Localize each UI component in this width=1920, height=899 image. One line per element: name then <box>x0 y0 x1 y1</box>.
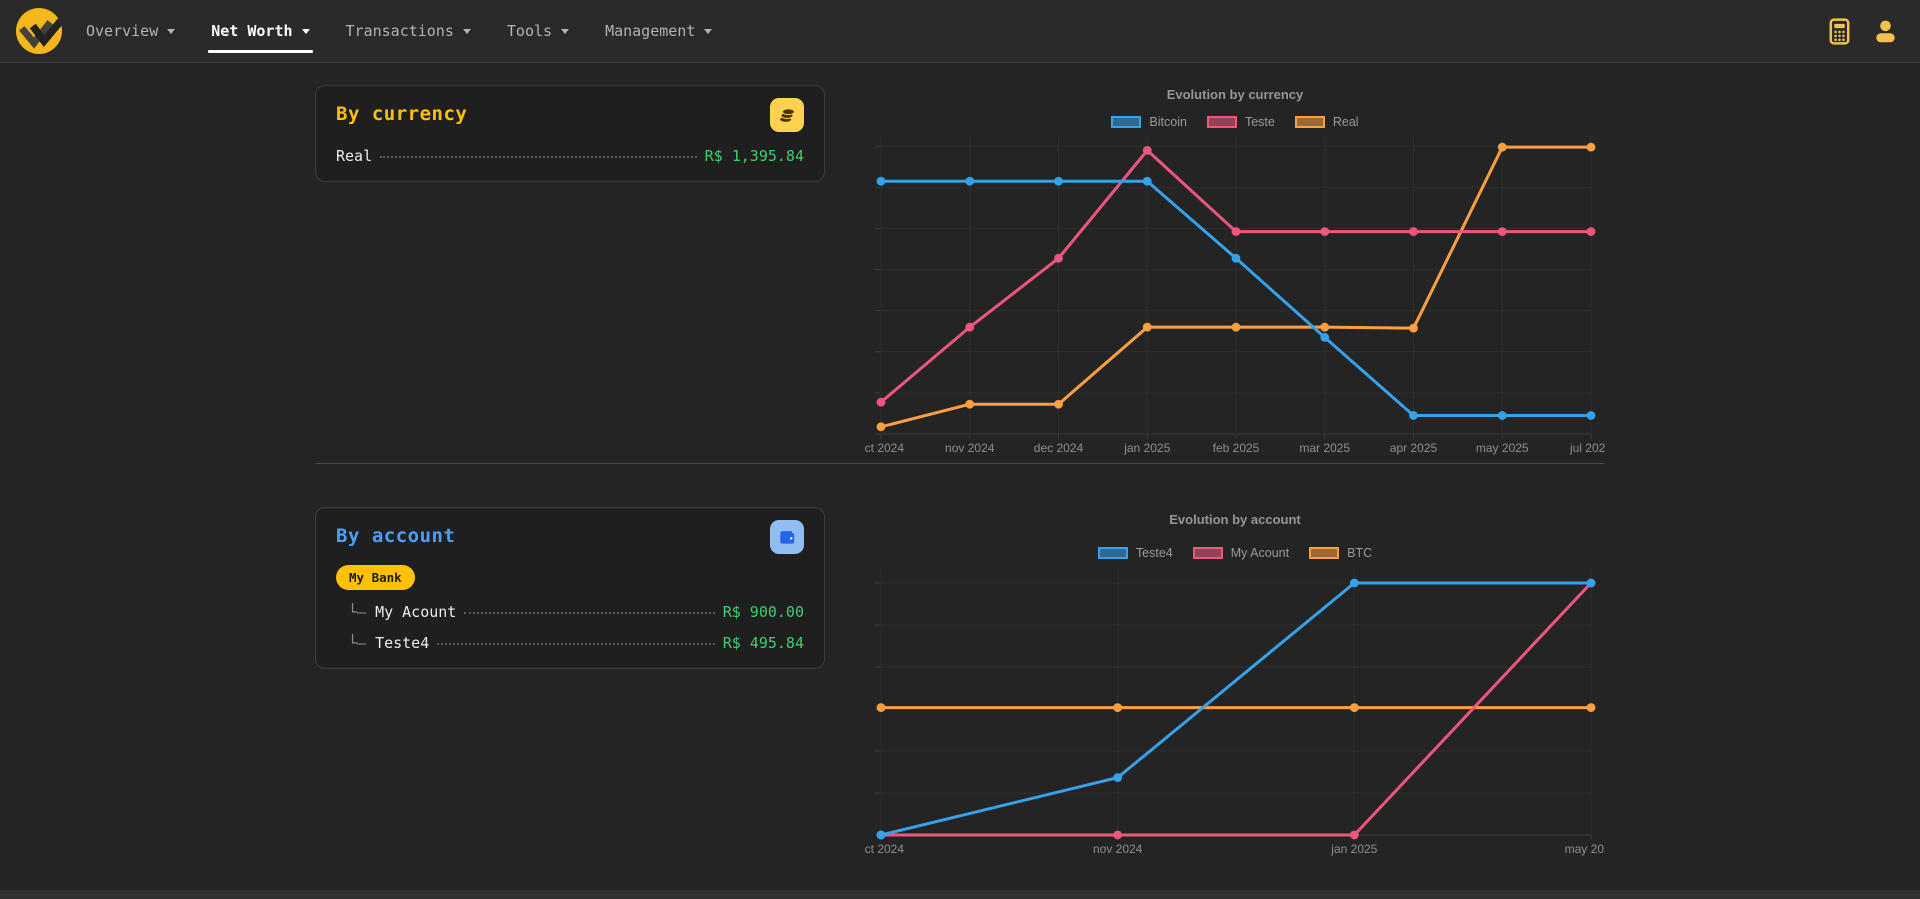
legend-item-teste4[interactable]: Teste4 <box>1097 546 1173 560</box>
legend-item-my-acount[interactable]: My Acount <box>1192 546 1290 560</box>
svg-text:feb 2025: feb 2025 <box>1213 441 1260 455</box>
nav-item-label: Net Worth <box>211 22 293 40</box>
navbar-right-actions <box>1826 15 1906 48</box>
calculator-button[interactable] <box>1826 15 1853 48</box>
section-divider <box>315 463 1605 464</box>
bottom-strip <box>0 890 1920 899</box>
nav-item-label: Transactions <box>345 22 454 40</box>
currency-label: Real <box>336 147 373 165</box>
svg-text:jan 2025: jan 2025 <box>1123 441 1170 455</box>
account-label: My Acount <box>375 603 457 621</box>
tree-branch-glyph: └– <box>348 603 367 621</box>
svg-text:jan 2025: jan 2025 <box>1330 842 1377 856</box>
nav-item-transactions[interactable]: Transactions <box>346 0 471 62</box>
top-navbar: Overview Net Worth Transactions Tools Ma… <box>0 0 1920 63</box>
legend-swatch <box>1309 547 1340 559</box>
svg-text:oct 2024: oct 2024 <box>865 842 904 856</box>
nav-item-overview[interactable]: Overview <box>86 0 176 62</box>
main-nav: Overview Net Worth Transactions Tools Ma… <box>86 0 713 62</box>
card-header: By currency <box>336 98 804 132</box>
svg-text:nov 2024: nov 2024 <box>1093 842 1143 856</box>
currency-section: By currency Real R$ 1,395.84 <box>315 63 1605 460</box>
line-chart-by-account: oct 2024 nov 2024 jan 2025 may 2025 <box>865 569 1605 856</box>
account-row: └– My Acount R$ 900.00 <box>348 603 804 621</box>
nav-item-net-worth[interactable]: Net Worth <box>208 0 313 62</box>
account-label: Teste4 <box>375 634 430 652</box>
by-currency-card: By currency Real R$ 1,395.84 <box>315 85 825 182</box>
series-real <box>876 142 1596 432</box>
legend-swatch <box>1294 116 1325 128</box>
currency-value: R$ 1,395.84 <box>704 147 804 165</box>
legend-item-teste[interactable]: Teste <box>1206 115 1275 129</box>
chart-legend: Bitcoin Teste Real <box>865 112 1605 132</box>
bank-badge: My Bank <box>336 565 415 590</box>
chart-legend: Teste4 My Acount BTC <box>865 543 1605 563</box>
legend-label: Bitcoin <box>1149 115 1187 129</box>
dotted-leader <box>437 643 715 645</box>
svg-text:dec 2024: dec 2024 <box>1034 441 1084 455</box>
legend-label: Teste <box>1244 115 1275 129</box>
by-account-card: By account My Bank └– My Acount R$ 900.0… <box>315 507 825 669</box>
svg-text:may 2025: may 2025 <box>1565 842 1605 856</box>
by-currency-title: By currency <box>336 103 468 125</box>
net-worth-page: By currency Real R$ 1,395.84 <box>315 63 1605 861</box>
legend-label: My Acount <box>1230 546 1290 560</box>
account-value: R$ 495.84 <box>722 634 804 652</box>
nav-item-label: Tools <box>506 22 553 40</box>
evolution-by-currency-chart: Evolution by currency Bitcoin Teste Real o… <box>865 63 1605 460</box>
series-btc <box>876 703 1596 713</box>
svg-text:may 2025: may 2025 <box>1476 441 1529 455</box>
evolution-by-account-chart: Evolution by account Teste4 My Acount BTC … <box>865 464 1605 861</box>
legend-swatch <box>1192 547 1223 559</box>
svg-text:oct 2024: oct 2024 <box>865 441 904 455</box>
legend-item-bitcoin[interactable]: Bitcoin <box>1111 115 1187 129</box>
by-account-title: By account <box>336 525 456 547</box>
dotted-leader <box>464 612 715 614</box>
account-section: By account My Bank └– My Acount R$ 900.0… <box>315 464 1605 861</box>
legend-item-btc[interactable]: BTC <box>1309 546 1372 560</box>
legend-swatch <box>1097 547 1128 559</box>
nav-item-management[interactable]: Management <box>605 0 713 62</box>
legend-label: Real <box>1332 115 1359 129</box>
nav-item-label: Overview <box>86 22 159 40</box>
svg-text:apr 2025: apr 2025 <box>1390 441 1438 455</box>
legend-label: Teste4 <box>1135 546 1173 560</box>
user-menu-button[interactable] <box>1869 15 1902 48</box>
chevron-down-icon <box>704 28 713 34</box>
legend-swatch <box>1206 116 1237 128</box>
tree-branch-glyph: └– <box>348 634 367 652</box>
card-header: By account <box>336 520 804 554</box>
wallet-icon <box>770 520 804 554</box>
nav-item-tools[interactable]: Tools <box>506 0 570 62</box>
line-chart-by-currency: oct 2024 nov 2024 dec 2024 jan 2025 feb 2025… <box>865 136 1605 455</box>
chart-title: Evolution by currency <box>1166 87 1304 102</box>
currency-row-real: Real R$ 1,395.84 <box>336 147 804 165</box>
nav-item-label: Management <box>605 22 696 40</box>
svg-text:mar 2025: mar 2025 <box>1299 441 1350 455</box>
chevron-down-icon <box>462 28 471 34</box>
account-value: R$ 900.00 <box>722 603 804 621</box>
svg-text:nov 2024: nov 2024 <box>945 441 995 455</box>
svg-text:jul 2025: jul 2025 <box>1569 441 1605 455</box>
calculator-icon <box>1829 17 1850 45</box>
account-row: └– Teste4 R$ 495.84 <box>348 634 804 652</box>
chevron-down-icon <box>561 28 570 34</box>
legend-label: BTC <box>1347 546 1373 560</box>
chevron-down-icon <box>167 28 176 34</box>
dotted-leader <box>380 156 697 158</box>
app-logo-icon[interactable] <box>16 8 62 54</box>
series-teste <box>876 145 1596 407</box>
user-icon <box>1876 20 1895 42</box>
series-teste4 <box>876 578 1596 840</box>
series-bitcoin <box>876 176 1596 421</box>
legend-item-real[interactable]: Real <box>1294 115 1359 129</box>
chevron-down-icon <box>301 28 310 34</box>
coins-icon <box>770 98 804 132</box>
legend-swatch <box>1111 116 1142 128</box>
chart-title: Evolution by account <box>1169 512 1301 527</box>
